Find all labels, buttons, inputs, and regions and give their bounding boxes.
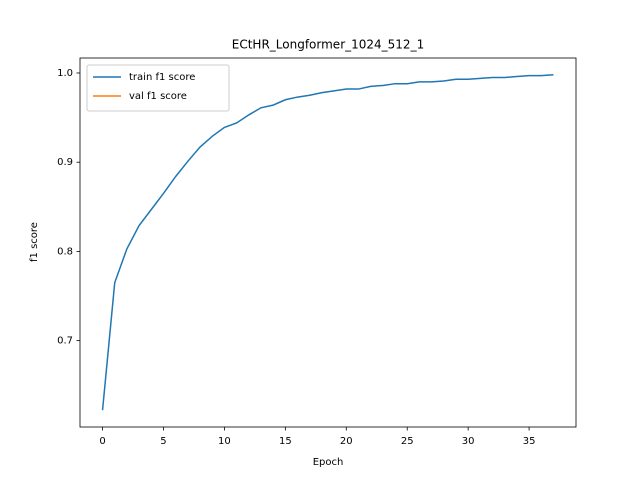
x-axis-label: Epoch <box>313 457 344 468</box>
y-tick-label: 0.7 <box>57 336 73 347</box>
y-tick-label: 0.9 <box>57 157 73 168</box>
legend-label: val f1 score <box>129 91 187 102</box>
chart-title: ECtHR_Longformer_1024_512_1 <box>232 38 424 52</box>
y-tick-label: 1.0 <box>57 68 73 79</box>
y-axis-label: f1 score <box>29 222 40 262</box>
x-tick-label: 15 <box>279 436 292 447</box>
x-tick-label: 30 <box>462 436 475 447</box>
legend-label: train f1 score <box>129 72 195 83</box>
x-tick-label: 0 <box>99 436 105 447</box>
x-tick-label: 35 <box>523 436 536 447</box>
x-tick-label: 10 <box>218 436 231 447</box>
legend-box <box>86 64 230 112</box>
x-tick-label: 25 <box>401 436 414 447</box>
x-tick-label: 20 <box>340 436 353 447</box>
plot-frame <box>79 57 577 428</box>
y-tick-label: 0.8 <box>57 246 73 257</box>
x-tick-label: 5 <box>160 436 166 447</box>
line-series <box>101 74 554 411</box>
